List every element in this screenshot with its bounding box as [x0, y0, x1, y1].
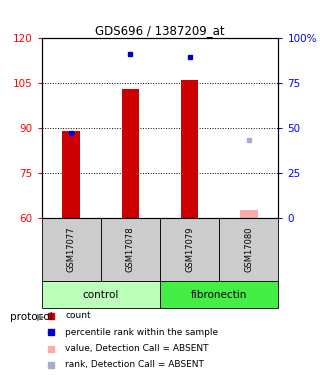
Bar: [101, 218, 160, 281]
Text: GSM17080: GSM17080: [244, 227, 253, 272]
Text: ▶: ▶: [37, 312, 44, 322]
Text: protocol: protocol: [10, 312, 52, 322]
Bar: [160, 281, 278, 308]
Bar: [122, 88, 139, 218]
Text: GSM17079: GSM17079: [185, 227, 194, 272]
Bar: [42, 281, 160, 308]
Bar: [62, 131, 80, 218]
Title: GDS696 / 1387209_at: GDS696 / 1387209_at: [95, 24, 225, 38]
Text: GSM17078: GSM17078: [126, 226, 135, 272]
Text: value, Detection Call = ABSENT: value, Detection Call = ABSENT: [65, 344, 209, 353]
Bar: [181, 80, 198, 218]
Text: rank, Detection Call = ABSENT: rank, Detection Call = ABSENT: [65, 360, 204, 369]
Bar: [219, 218, 278, 281]
Text: percentile rank within the sample: percentile rank within the sample: [65, 328, 219, 337]
Text: GSM17077: GSM17077: [67, 226, 76, 272]
Text: fibronectin: fibronectin: [191, 290, 247, 300]
Text: count: count: [65, 311, 91, 320]
Bar: [160, 218, 219, 281]
Bar: [42, 218, 101, 281]
Bar: [240, 210, 258, 218]
Text: control: control: [83, 290, 119, 300]
